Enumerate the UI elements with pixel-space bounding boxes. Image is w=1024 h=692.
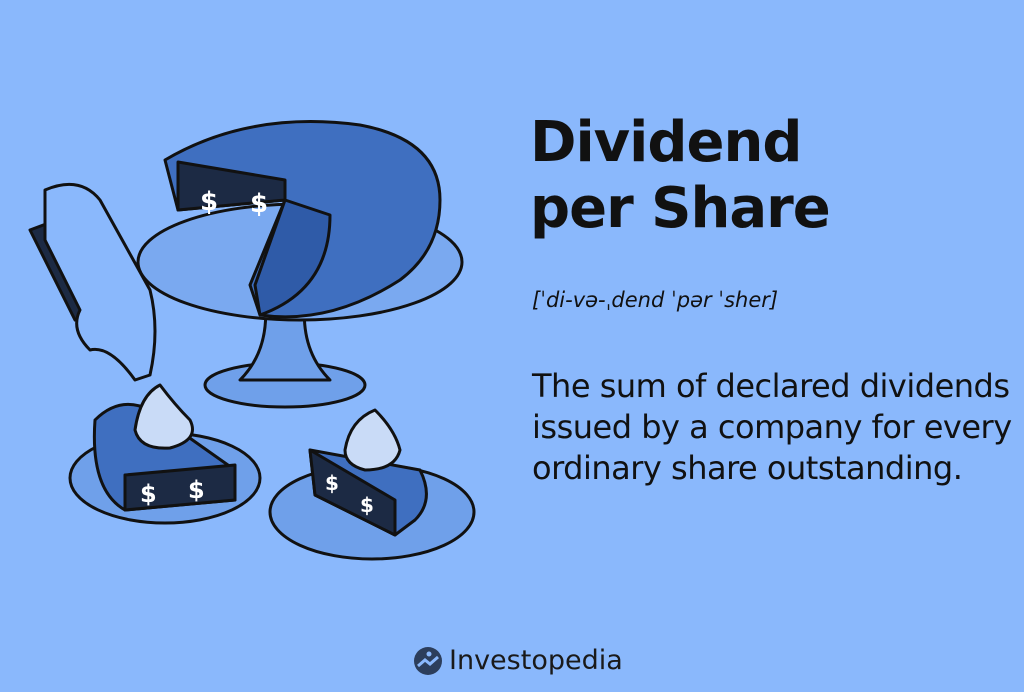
- investopedia-logo-icon: [414, 646, 442, 675]
- dollar-icon: $: [360, 493, 374, 517]
- page-title: Dividend per Share: [530, 110, 831, 242]
- dollar-icon: $: [325, 471, 339, 495]
- dollar-icon: $: [140, 480, 157, 508]
- stand-stem: [238, 298, 332, 382]
- title-line-2: per Share: [530, 176, 831, 241]
- dollar-icon: $: [200, 187, 218, 217]
- definition: The sum of declared dividends issued by …: [532, 367, 1012, 487]
- dollar-icon: $: [250, 189, 268, 219]
- dollar-icon: $: [188, 476, 205, 504]
- brand-name: Investopedia: [449, 645, 623, 676]
- hand: [43, 182, 157, 382]
- pronunciation: [ˈdi-və-ˌdend ˈpər ˈsher]: [532, 288, 779, 312]
- whipped-cream: [133, 383, 194, 450]
- title-line-1: Dividend: [530, 110, 802, 175]
- whipped-cream: [343, 408, 402, 472]
- investopedia-logo: Investopedia: [413, 645, 623, 676]
